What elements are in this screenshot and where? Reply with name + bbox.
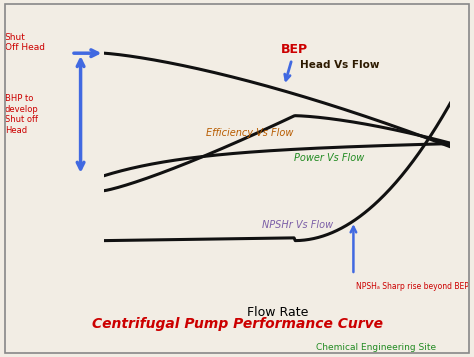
Text: Power Vs Flow: Power Vs Flow [294, 153, 365, 163]
Text: Head Vs Flow: Head Vs Flow [300, 60, 379, 70]
Text: BHP to
develop
Shut off
Head: BHP to develop Shut off Head [5, 94, 38, 135]
Text: BEP: BEP [281, 43, 308, 80]
Text: NPSHr Vs Flow: NPSHr Vs Flow [263, 220, 334, 230]
Text: Efficiency Vs Flow: Efficiency Vs Flow [206, 128, 293, 138]
Text: Centrifugal Pump Performance Curve: Centrifugal Pump Performance Curve [91, 317, 383, 331]
Text: Flow Rate: Flow Rate [246, 306, 308, 318]
Text: NPSHₐ Sharp rise beyond BEP: NPSHₐ Sharp rise beyond BEP [356, 282, 469, 291]
Text: Shut
Off Head: Shut Off Head [5, 33, 45, 52]
Text: Chemical Engineering Site: Chemical Engineering Site [316, 343, 436, 352]
